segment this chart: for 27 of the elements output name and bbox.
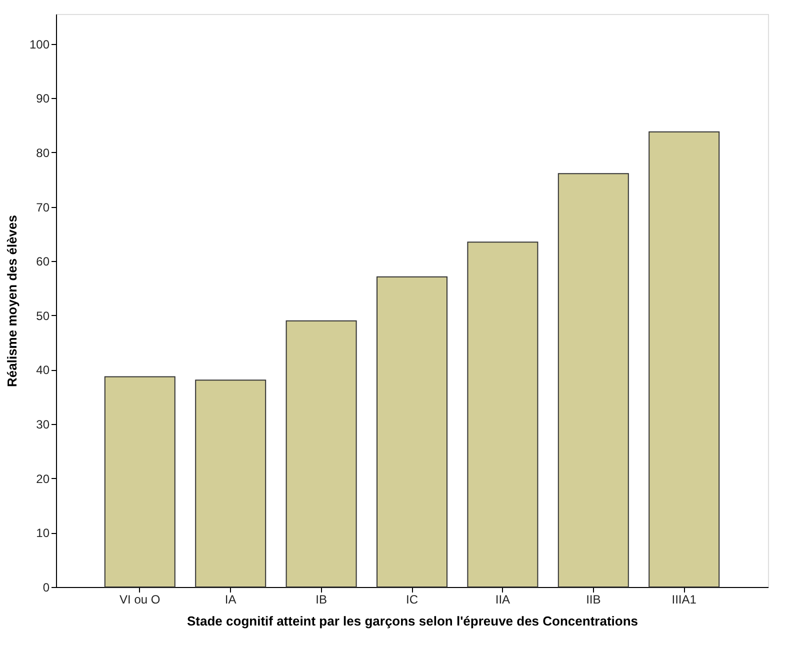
y-tick-label: 60 (36, 254, 50, 269)
bar (104, 376, 176, 588)
x-tick-label: IA (224, 592, 236, 606)
y-tick-label: 90 (36, 92, 50, 106)
y-tick-label: 70 (36, 200, 50, 214)
bar (286, 320, 357, 588)
y-tick-label: 100 (29, 37, 50, 52)
x-tick-label: IIIA1 (672, 592, 697, 606)
x-axis-title: Stade cognitif atteint par les garçons selon l'épreuve des Concentrations (187, 614, 638, 628)
y-tick-label: 10 (36, 526, 50, 540)
x-tick-label: IC (406, 592, 418, 606)
y-tick-label: 0 (42, 580, 50, 594)
x-tick-label: IB (316, 592, 327, 606)
y-tick-label: 30 (36, 418, 50, 432)
x-tick-label: IIA (495, 592, 510, 606)
bar (648, 131, 720, 588)
y-tick-label: 20 (36, 472, 50, 486)
x-tick-label: VI ou O (120, 592, 160, 606)
y-tick-label: 50 (36, 308, 50, 323)
y-axis-title: Réalisme moyen des élèves (4, 215, 20, 387)
bar (558, 173, 629, 588)
y-tick-label: 80 (36, 146, 50, 160)
bar (376, 276, 448, 588)
bar (467, 242, 538, 588)
y-tick-label: 40 (36, 363, 50, 378)
x-tick-label: IIB (586, 592, 601, 606)
bar (195, 380, 266, 588)
